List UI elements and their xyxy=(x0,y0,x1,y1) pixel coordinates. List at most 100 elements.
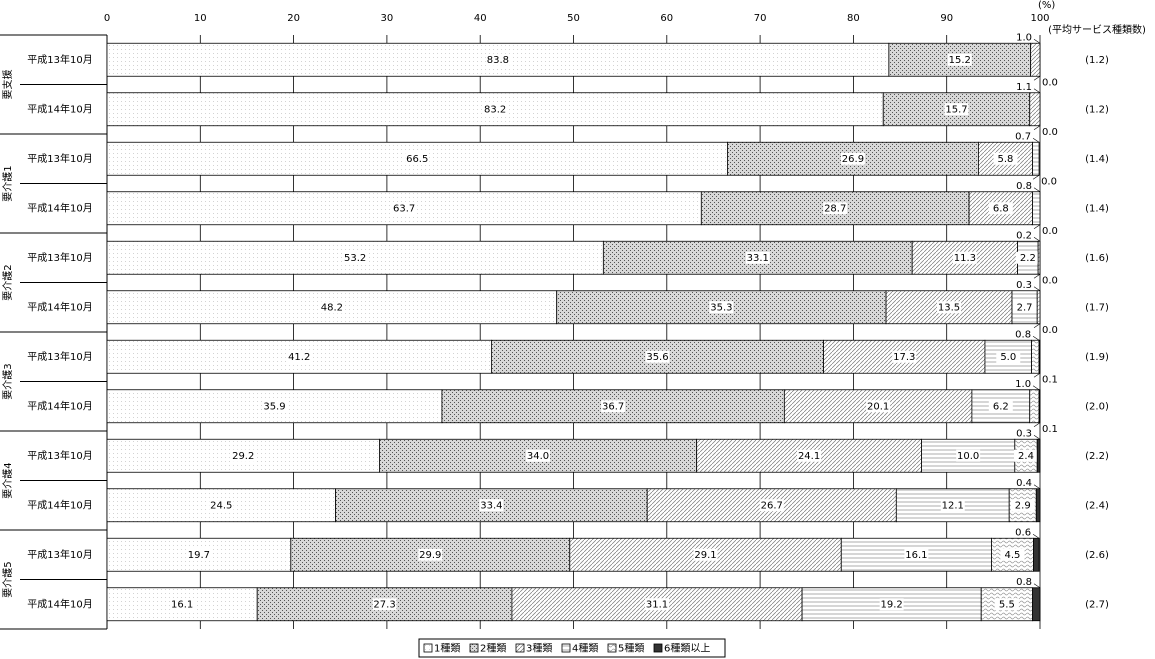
legend-label: 3種類 xyxy=(526,642,552,655)
label-bg xyxy=(866,400,891,413)
value-label: 0.4 xyxy=(1016,478,1032,489)
x-tick-label: 90 xyxy=(940,13,953,24)
label-bg xyxy=(993,152,1018,165)
label-bg xyxy=(1014,449,1039,462)
value-label: 16.1 xyxy=(171,599,193,610)
leader-line xyxy=(1033,88,1041,93)
leader-line xyxy=(1032,175,1040,180)
legend-label: 1種類 xyxy=(434,642,460,655)
value-label: 2.9 xyxy=(1015,500,1031,511)
label-bg xyxy=(944,103,969,116)
legend-swatch xyxy=(561,643,571,653)
leader-line xyxy=(1033,39,1041,44)
leader-line xyxy=(1032,138,1040,143)
group-label: 要介護5 xyxy=(1,561,14,597)
value-label: 0.3 xyxy=(1016,428,1032,439)
bar-segment xyxy=(379,438,698,473)
bar-segment xyxy=(1029,389,1040,424)
value-label: 0.6 xyxy=(1015,527,1031,538)
label-bg xyxy=(645,598,670,611)
value-label: 27.3 xyxy=(373,599,395,610)
value-label: 0.0 xyxy=(1042,275,1058,286)
legend-label: 2種類 xyxy=(480,642,506,655)
label-bg xyxy=(709,301,734,314)
bar-segment xyxy=(602,240,913,275)
label-bg xyxy=(892,350,917,363)
label-bg xyxy=(840,152,865,165)
right-header: (平均サービス種類数) xyxy=(1048,23,1146,36)
value-label: 0.8 xyxy=(1016,577,1032,588)
label-bg xyxy=(287,350,312,363)
x-tick-label: 40 xyxy=(474,13,487,24)
value-label: 83.2 xyxy=(484,104,506,115)
bar-segment xyxy=(1036,290,1041,325)
value-label: 4.5 xyxy=(1005,550,1021,561)
average-label: (2.4) xyxy=(1085,500,1109,511)
label-bg xyxy=(601,400,626,413)
value-label: 28.7 xyxy=(824,203,846,214)
category-label: 平成14年10月 xyxy=(27,498,92,511)
average-label: (2.6) xyxy=(1085,550,1109,561)
value-label: 24.1 xyxy=(798,451,820,462)
legend-swatch xyxy=(423,643,433,653)
leader-line xyxy=(1033,286,1041,291)
label-bg xyxy=(372,598,397,611)
leader-line xyxy=(1033,484,1041,489)
label-bg xyxy=(940,499,965,512)
label-bg xyxy=(823,202,848,215)
value-label: 0.3 xyxy=(1016,280,1032,291)
leader-line xyxy=(1033,422,1041,427)
label-bg xyxy=(483,103,508,116)
label-bg xyxy=(485,53,510,66)
bar-segment xyxy=(1035,488,1041,523)
legend-label: 4種類 xyxy=(572,642,598,655)
leader-line xyxy=(1033,237,1041,242)
value-label: 0.7 xyxy=(1015,131,1031,142)
value-label: 35.3 xyxy=(710,302,732,313)
average-label: (1.2) xyxy=(1085,104,1109,115)
leader-line xyxy=(1032,385,1040,390)
value-label: 36.7 xyxy=(602,401,624,412)
label-bg xyxy=(526,449,551,462)
value-label: 6.2 xyxy=(993,401,1009,412)
leader-line xyxy=(1033,125,1041,130)
x-tick-label: 100 xyxy=(1030,13,1049,24)
legend-label: 5種類 xyxy=(618,642,644,655)
label-bg xyxy=(231,449,256,462)
label-bg xyxy=(186,548,211,561)
value-label: 15.7 xyxy=(945,104,967,115)
leader-line xyxy=(1033,224,1041,229)
value-label: 5.0 xyxy=(1000,352,1016,363)
bar-segment xyxy=(1031,339,1040,374)
value-label: 0.2 xyxy=(1016,230,1032,241)
value-label: 83.8 xyxy=(487,55,509,66)
label-bg xyxy=(1000,548,1025,561)
value-label: 13.5 xyxy=(938,302,960,313)
label-bg xyxy=(996,350,1021,363)
average-label: (1.4) xyxy=(1085,154,1109,165)
bar-segment xyxy=(106,92,884,127)
value-label: 29.9 xyxy=(419,550,441,561)
value-label: 0.0 xyxy=(1042,127,1058,138)
group-label: 要介護1 xyxy=(1,165,14,201)
value-label: 17.3 xyxy=(893,352,915,363)
label-bg xyxy=(797,449,822,462)
bar-segment xyxy=(1032,587,1041,622)
group-label: 要支援 xyxy=(1,70,14,100)
value-label: 0.0 xyxy=(1042,77,1058,88)
value-label: 24.5 xyxy=(210,500,232,511)
label-bg xyxy=(1015,251,1040,264)
label-bg xyxy=(170,598,195,611)
leader-line xyxy=(1033,323,1041,328)
unit-label: (%) xyxy=(1038,0,1055,11)
legend-label: 6種類以上 xyxy=(664,642,710,655)
value-label: 31.1 xyxy=(646,599,668,610)
label-bg xyxy=(937,301,962,314)
average-label: (2.2) xyxy=(1085,451,1109,462)
label-bg xyxy=(1010,499,1035,512)
x-tick-label: 30 xyxy=(381,13,394,24)
value-label: 35.6 xyxy=(646,352,668,363)
group-label: 要介護4 xyxy=(1,462,14,498)
label-bg xyxy=(947,53,972,66)
average-label: (1.2) xyxy=(1085,55,1109,66)
